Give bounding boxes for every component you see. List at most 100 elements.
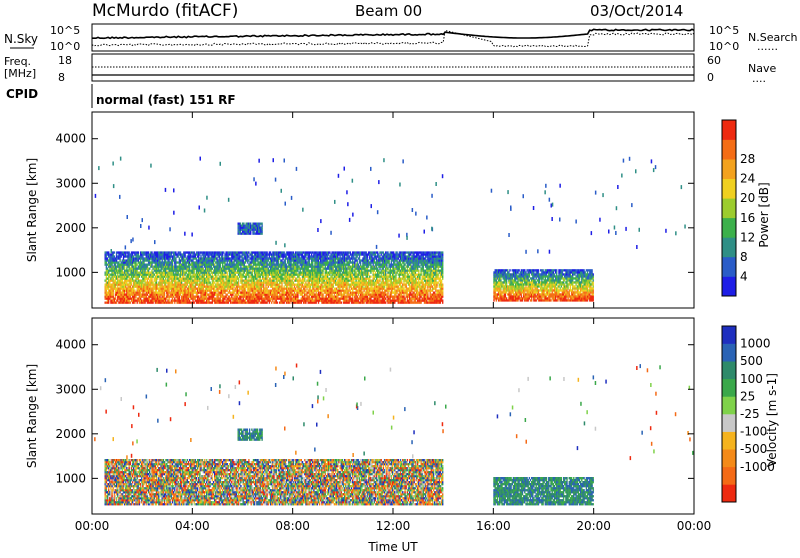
power-cell (162, 280, 163, 282)
power-cell (142, 255, 143, 257)
power-cell (116, 253, 117, 255)
power-cell (252, 272, 253, 274)
noise-left-tick-bottom: 10^0 (50, 40, 80, 53)
power-cell (172, 288, 173, 290)
power-cell (235, 298, 236, 300)
power-cell (322, 261, 323, 263)
power-cell (320, 280, 321, 282)
power-cell (345, 298, 346, 300)
power-cell (130, 286, 131, 288)
power-cell (328, 288, 329, 290)
power-cell (217, 251, 218, 253)
power-cell (209, 268, 210, 270)
power-cell (178, 278, 179, 280)
power-cell (326, 268, 327, 270)
power-cell (224, 292, 225, 294)
power-cell (349, 257, 350, 259)
power-cell (139, 284, 140, 286)
power-cell (266, 276, 267, 278)
power-cell (198, 286, 199, 288)
power-cell (309, 288, 310, 290)
power-cell (261, 298, 262, 300)
power-cell (232, 266, 233, 268)
power-cell (339, 280, 340, 282)
power-cell (192, 257, 193, 259)
power-cell (334, 298, 335, 300)
power-cell (238, 294, 239, 296)
power-cell (223, 282, 224, 284)
power-cell (312, 300, 313, 302)
power-cell (178, 251, 179, 253)
power-cell (124, 266, 125, 268)
power-cell (314, 264, 315, 266)
power-cell (200, 255, 201, 257)
power-cell (306, 284, 307, 286)
power-cell (133, 274, 134, 276)
power-cell (263, 294, 264, 296)
power-cell (287, 286, 288, 288)
power-cell (191, 278, 192, 280)
power-cell (326, 284, 327, 286)
power-cell (295, 280, 296, 282)
power-cell (292, 278, 293, 280)
power-cell (238, 300, 239, 302)
power-cell (345, 253, 346, 255)
freq-right-tick-top: 60 (707, 54, 721, 67)
noise-search-line (92, 31, 694, 47)
power-cell (152, 274, 153, 276)
power-cell (147, 286, 148, 288)
power-cell (312, 276, 313, 278)
power-cell (255, 270, 256, 272)
power-cell (314, 276, 315, 278)
power-cell (326, 296, 327, 298)
power-cell (240, 255, 241, 257)
power-cell (107, 294, 108, 296)
power-cell (320, 270, 321, 272)
power-cell (164, 302, 165, 304)
power-cell (139, 294, 140, 296)
power-cell (110, 300, 111, 302)
power-cell (122, 294, 123, 296)
power-cell (301, 272, 302, 274)
power-cell (281, 276, 282, 278)
power-cell (346, 288, 347, 290)
power-cell (195, 276, 196, 278)
power-cell (110, 264, 111, 266)
power-cell (280, 272, 281, 274)
power-cell (172, 298, 173, 300)
power-cell (152, 294, 153, 296)
power-cell (245, 290, 246, 292)
power-cell (266, 290, 267, 292)
power-cell (152, 253, 153, 255)
power-cell (309, 270, 310, 272)
power-cell (246, 302, 247, 304)
power-cell (192, 280, 193, 282)
power-cell (178, 280, 179, 282)
power-cell (317, 266, 318, 268)
power-cell (107, 292, 108, 294)
power-cell (135, 300, 136, 302)
power-cell (151, 278, 152, 280)
power-cell (337, 300, 338, 302)
power-cell (113, 259, 114, 261)
power-cell (189, 264, 190, 266)
power-cell (284, 288, 285, 290)
power-cell (113, 298, 114, 300)
power-cell (139, 255, 140, 257)
power-cell (237, 288, 238, 290)
power-cell (232, 298, 233, 300)
freq-left-tick-top: 18 (58, 54, 72, 67)
power-cell (189, 278, 190, 280)
power-cell (334, 296, 335, 298)
power-cell (164, 266, 165, 268)
power-cell (124, 272, 125, 274)
power-cell (331, 276, 332, 278)
power-cell (292, 268, 293, 270)
power-cell (284, 266, 285, 268)
power-cell (317, 255, 318, 257)
power-cell (244, 264, 245, 266)
power-cell (110, 280, 111, 282)
power-cell (284, 298, 285, 300)
power-cell (157, 274, 158, 276)
